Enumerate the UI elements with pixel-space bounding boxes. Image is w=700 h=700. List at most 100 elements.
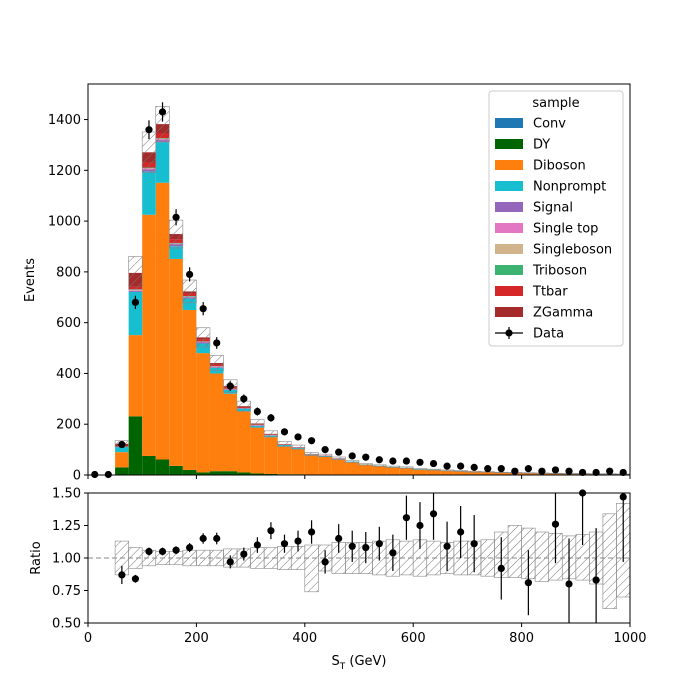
legend-label: Signal bbox=[533, 201, 573, 216]
legend-item: Diboson bbox=[495, 159, 586, 174]
data-point bbox=[551, 466, 560, 474]
x-axis-label-unit: (GeV) bbox=[345, 654, 386, 669]
bar-segment bbox=[182, 309, 197, 470]
ratio-band-box bbox=[304, 544, 319, 593]
bar-segment bbox=[196, 343, 210, 354]
bar-segment bbox=[142, 214, 156, 456]
uncertainty-box bbox=[196, 327, 211, 348]
bar-segment bbox=[169, 246, 183, 259]
legend-item: Ttbar bbox=[495, 285, 568, 300]
data-point bbox=[362, 453, 370, 461]
y-tick-label: 400 bbox=[56, 367, 81, 382]
ratio-y-axis-label: Ratio bbox=[29, 541, 44, 574]
ratio-point bbox=[335, 534, 343, 543]
uncertainty-box bbox=[345, 460, 360, 463]
legend-item: ZGamma bbox=[495, 306, 593, 321]
data-point bbox=[592, 468, 600, 477]
data-point bbox=[253, 407, 261, 416]
bar-segment bbox=[453, 471, 468, 475]
series-diboson bbox=[115, 182, 630, 475]
y-tick-label: 0 bbox=[73, 469, 81, 484]
bar-segment bbox=[128, 416, 143, 475]
ratio-point bbox=[294, 537, 302, 545]
data-point bbox=[91, 470, 99, 479]
legend-label: ZGamma bbox=[533, 306, 593, 321]
ratio-point bbox=[307, 528, 316, 536]
bar-segment bbox=[399, 467, 414, 475]
legend-item: Signal bbox=[495, 201, 573, 216]
x-tick-label: 0 bbox=[84, 631, 92, 646]
y-tick-label: 200 bbox=[56, 418, 81, 433]
data-point bbox=[104, 470, 112, 479]
legend-swatch bbox=[495, 139, 523, 149]
legend-swatch bbox=[495, 181, 523, 191]
legend-swatch bbox=[495, 118, 523, 128]
ratio-point bbox=[226, 558, 234, 566]
ratio-point bbox=[280, 540, 289, 548]
legend-label: Data bbox=[533, 327, 564, 342]
ratio-point bbox=[158, 547, 167, 556]
data-point bbox=[118, 440, 126, 449]
bar-segment bbox=[115, 447, 129, 453]
bar-segment bbox=[155, 182, 170, 460]
legend-item: Nonprompt bbox=[495, 180, 606, 195]
uncertainty-box bbox=[128, 256, 143, 290]
bar-segment bbox=[440, 470, 454, 475]
y-tick-label: 800 bbox=[56, 265, 81, 280]
ratio-y-tick-label: 1.50 bbox=[52, 487, 81, 502]
bar-segment bbox=[331, 459, 346, 475]
legend-swatch bbox=[495, 223, 523, 233]
data-point bbox=[199, 305, 207, 313]
uncertainty-box bbox=[358, 463, 373, 466]
bar-segment bbox=[196, 472, 210, 475]
uncertainty-box bbox=[453, 470, 468, 472]
ratio-point bbox=[199, 534, 207, 543]
data-point bbox=[321, 446, 329, 454]
ratio-point bbox=[145, 547, 153, 556]
ratio-band-box bbox=[534, 531, 550, 582]
legend-swatch bbox=[495, 286, 523, 296]
y-tick-label: 1200 bbox=[48, 164, 81, 179]
data-point bbox=[172, 213, 180, 221]
data-point bbox=[158, 108, 167, 116]
legend-swatch bbox=[495, 244, 523, 254]
ratio-panel: 0.50 0.75 1.00 1.25 1.50 0 200 400 600 800 1000 R… bbox=[29, 487, 647, 673]
data-point bbox=[578, 468, 587, 477]
legend-label: Singleboson bbox=[533, 243, 612, 258]
ratio-point bbox=[186, 544, 194, 552]
uncertainty-box bbox=[263, 430, 278, 438]
y-tick-label: 1000 bbox=[48, 215, 81, 230]
ratio-point bbox=[375, 540, 383, 548]
data-point bbox=[240, 395, 248, 403]
data-point bbox=[213, 339, 221, 347]
legend: sample Conv DY Diboson Nonprompt Signal Singl… bbox=[488, 90, 624, 347]
bar-segment bbox=[237, 472, 251, 475]
uncertainty-box bbox=[250, 419, 265, 428]
ratio-point bbox=[118, 571, 126, 579]
data-point bbox=[145, 126, 153, 134]
bar-segment bbox=[196, 353, 210, 473]
ratio-y-axis: 0.50 0.75 1.00 1.25 1.50 bbox=[52, 487, 88, 632]
uncertainty-box bbox=[494, 471, 509, 474]
ratio-x-axis: 0 200 400 600 800 1000 bbox=[84, 623, 647, 646]
uncertainty-box bbox=[467, 470, 482, 473]
bar-segment bbox=[264, 437, 278, 474]
bar-segment bbox=[494, 472, 509, 475]
data-point bbox=[280, 428, 289, 436]
legend-swatch bbox=[495, 202, 523, 212]
data-point bbox=[226, 382, 234, 390]
legend-swatch bbox=[495, 265, 523, 275]
bar-segment bbox=[291, 448, 305, 475]
uncertainty-box bbox=[399, 466, 414, 469]
data-point bbox=[457, 462, 465, 470]
bar-segment bbox=[169, 258, 183, 466]
legend-box bbox=[488, 90, 624, 347]
legend-label: Nonprompt bbox=[533, 180, 606, 195]
ratio-point bbox=[213, 534, 221, 543]
x-tick-label: 600 bbox=[401, 631, 426, 646]
ratio-point bbox=[429, 510, 438, 518]
x-axis-label-base: S bbox=[331, 654, 339, 669]
ratio-point bbox=[253, 541, 261, 549]
data-point bbox=[375, 456, 383, 464]
bar-segment bbox=[128, 289, 143, 291]
